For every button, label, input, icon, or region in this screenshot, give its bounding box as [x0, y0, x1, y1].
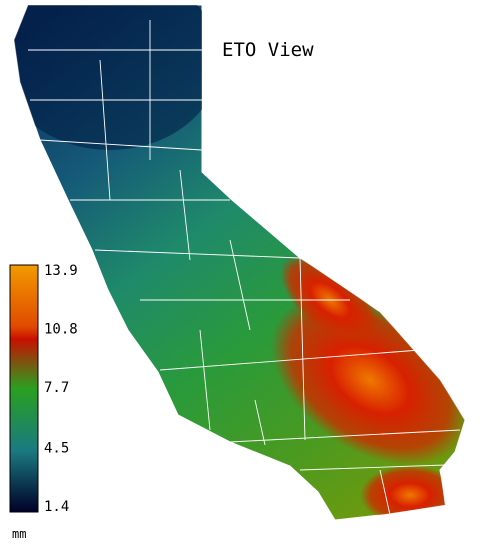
heat-areas — [14, 5, 465, 520]
county-lines — [28, 20, 461, 516]
legend-tick-label: 7.7 — [44, 380, 69, 396]
legend-tick-label: 4.5 — [44, 440, 69, 456]
legend-tick-label: 10.8 — [44, 322, 78, 338]
legend-unit: mm — [12, 527, 26, 541]
map-title: ETO View — [222, 39, 314, 61]
legend-tick-label: 13.9 — [44, 263, 78, 279]
color-scale — [9, 264, 39, 513]
legend-tick-label: 1.4 — [44, 499, 69, 515]
california — [13, 4, 466, 521]
